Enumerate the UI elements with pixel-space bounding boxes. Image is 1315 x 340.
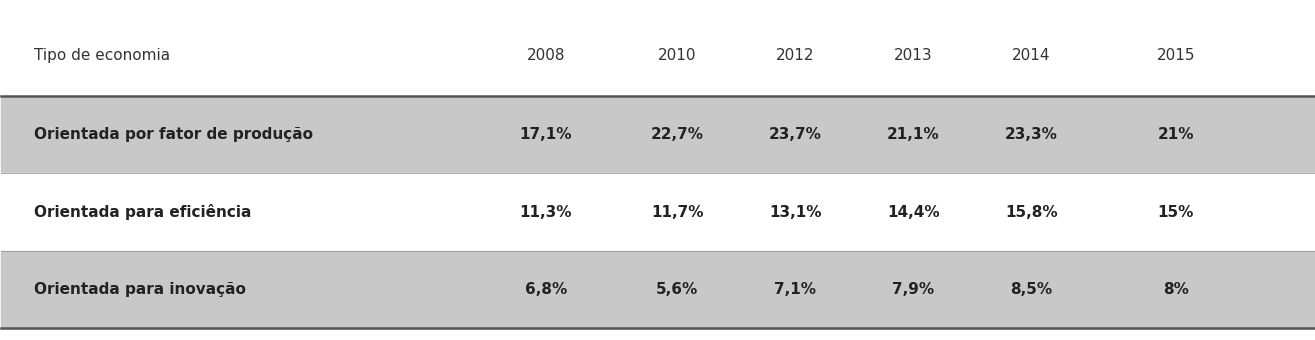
Text: Orientada por fator de produção: Orientada por fator de produção (34, 127, 313, 142)
Text: 8,5%: 8,5% (1010, 282, 1052, 297)
Text: 21,1%: 21,1% (888, 127, 940, 142)
Text: 22,7%: 22,7% (651, 127, 704, 142)
Text: 14,4%: 14,4% (888, 205, 940, 220)
Text: 6,8%: 6,8% (525, 282, 567, 297)
Text: Orientada para eficiência: Orientada para eficiência (34, 204, 251, 220)
Text: 8%: 8% (1162, 282, 1189, 297)
Text: 2014: 2014 (1013, 48, 1051, 63)
Text: 11,3%: 11,3% (519, 205, 572, 220)
Text: 15,8%: 15,8% (1005, 205, 1057, 220)
Text: Orientada para inovação: Orientada para inovação (34, 282, 246, 297)
Text: 2013: 2013 (894, 48, 932, 63)
Text: 15%: 15% (1157, 205, 1194, 220)
Text: Tipo de economia: Tipo de economia (34, 48, 171, 63)
Text: 2015: 2015 (1157, 48, 1195, 63)
Text: 23,3%: 23,3% (1005, 127, 1059, 142)
Text: 2008: 2008 (527, 48, 565, 63)
Bar (1, 251, 1314, 328)
Text: 2010: 2010 (658, 48, 697, 63)
Text: 23,7%: 23,7% (769, 127, 822, 142)
Text: 5,6%: 5,6% (656, 282, 698, 297)
Text: 21%: 21% (1157, 127, 1194, 142)
Text: 7,9%: 7,9% (893, 282, 935, 297)
Text: 13,1%: 13,1% (769, 205, 822, 220)
Text: 11,7%: 11,7% (651, 205, 704, 220)
Bar (1, 15, 1314, 96)
Bar (1, 173, 1314, 251)
Bar (1, 96, 1314, 173)
Text: 17,1%: 17,1% (519, 127, 572, 142)
Text: 7,1%: 7,1% (775, 282, 817, 297)
Text: 2012: 2012 (776, 48, 814, 63)
